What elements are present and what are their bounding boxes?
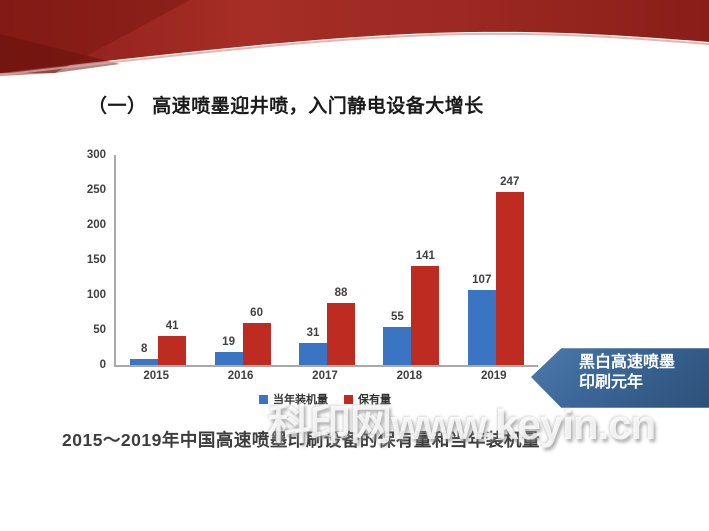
x-category-label: 2015 — [143, 370, 169, 382]
bar-chart: 0 50 100 150 200 250 300 8 41 19 60 31 88 55 141 107 24… — [80, 148, 548, 406]
x-axis: 2015 2016 2017 2018 2019 — [114, 370, 536, 382]
bar: 107 — [467, 274, 496, 365]
bar-group: 19 60 — [214, 307, 271, 365]
bar-value-label: 41 — [165, 320, 179, 333]
y-tick-label: 300 — [86, 149, 106, 161]
bar-groups: 8 41 19 60 31 88 55 141 107 247 — [116, 155, 538, 365]
bar: 60 — [242, 307, 271, 365]
bar-group: 107 247 — [467, 176, 524, 365]
watermark: 科印网www.keyin.cn — [268, 401, 656, 448]
legend-item: 当年装机量 — [259, 391, 328, 407]
chart-caption: 2015～2019年中国高速喷墨印刷设备的保有量和当年装机量 — [62, 430, 540, 450]
bar-group: 55 141 — [383, 250, 440, 365]
bar: 141 — [411, 250, 440, 365]
x-category-label: 2017 — [312, 370, 338, 382]
bar: 8 — [130, 343, 159, 365]
legend-swatch — [344, 394, 353, 404]
x-category-label: 2019 — [480, 370, 507, 382]
slide-title: （一） 高速喷墨迎井喷，入门静电设备大增长 — [88, 96, 484, 117]
bar: 19 — [214, 336, 243, 365]
y-tick-label: 0 — [99, 359, 106, 371]
bar: 31 — [298, 327, 327, 365]
callout-line-2: 印刷元年 — [579, 374, 644, 391]
bar: 41 — [158, 320, 187, 365]
bar-group: 8 41 — [130, 320, 187, 365]
legend-swatch — [259, 394, 268, 404]
legend-label: 保有量 — [358, 394, 391, 406]
callout-line-1: 黑白高速喷墨 — [579, 354, 676, 371]
y-tick-label: 200 — [86, 219, 106, 231]
bar-value-label: 8 — [140, 343, 148, 356]
bar: 88 — [326, 287, 355, 365]
y-tick-label: 50 — [93, 324, 106, 336]
x-category-label: 2018 — [396, 370, 423, 382]
bar-value-label: 107 — [472, 274, 492, 287]
bar-value-label: 31 — [306, 327, 320, 340]
bar-group: 31 88 — [298, 287, 355, 365]
callout-arrow: 黑白高速喷墨 印刷元年 — [531, 348, 709, 408]
x-category-label: 2016 — [227, 370, 254, 382]
plot-area: 8 41 19 60 31 88 55 141 107 247 — [114, 155, 538, 367]
y-tick-label: 150 — [86, 254, 106, 266]
bar-value-label: 19 — [222, 335, 235, 348]
y-tick-label: 250 — [86, 184, 106, 196]
legend-item: 保有量 — [344, 391, 391, 407]
y-tick-label: 100 — [86, 289, 106, 301]
bar: 247 — [495, 176, 524, 365]
bar-value-label: 141 — [415, 250, 435, 263]
legend-label: 当年装机量 — [273, 394, 328, 406]
bar-value-label: 247 — [500, 176, 520, 189]
y-axis: 0 50 100 150 200 250 300 — [80, 149, 106, 371]
bar: 55 — [383, 311, 412, 365]
bar-value-label: 60 — [250, 307, 263, 319]
bar-value-label: 88 — [334, 287, 348, 300]
callout-text: 黑白高速喷墨 印刷元年 — [579, 353, 675, 393]
chart-legend: 当年装机量 保有量 — [114, 391, 536, 407]
top-ribbon-graphic — [0, 0, 709, 76]
bar-value-label: 55 — [390, 310, 404, 323]
